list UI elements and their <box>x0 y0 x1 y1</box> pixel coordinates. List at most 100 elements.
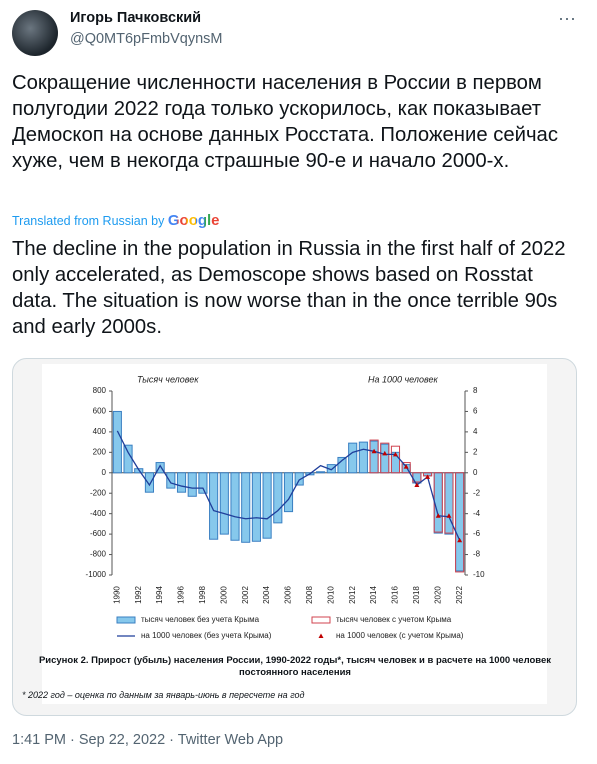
bar <box>144 472 155 493</box>
bar <box>369 439 379 474</box>
x-tick-label: 1996 <box>177 586 186 604</box>
bar <box>401 462 411 474</box>
x-tick-label: 2002 <box>241 586 250 604</box>
bar <box>283 472 294 513</box>
translation-provider: Google <box>167 212 220 229</box>
chart-footnote: * 2022 год – оценка по данным за январь-… <box>22 690 305 700</box>
chart-subtitle-left: Тысяч человек <box>137 374 199 384</box>
bar <box>294 472 304 486</box>
bar <box>455 472 465 572</box>
legend-swatch <box>116 616 136 624</box>
chart[interactable]: Тысяч человек На 1000 человек-1000-800-60… <box>12 358 577 716</box>
bar <box>176 472 187 493</box>
marker <box>392 451 398 457</box>
timestamp[interactable]: 1:41 PM · Sep 22, 2022 · Twitter Web App <box>12 732 284 748</box>
y-tick-label: -400 <box>90 509 107 518</box>
bar <box>251 472 261 542</box>
marker <box>425 474 431 479</box>
x-tick-label: 1990 <box>112 586 121 604</box>
marker <box>403 464 409 469</box>
bar <box>230 472 240 541</box>
bar <box>166 472 176 489</box>
y-tick-label: -600 <box>90 529 107 538</box>
y-tick-label: 600 <box>93 407 107 416</box>
x-tick-label: 1994 <box>155 586 164 604</box>
bar <box>155 462 165 474</box>
y2-tick-label: 4 <box>473 427 478 436</box>
bar <box>444 472 454 534</box>
marker <box>435 513 441 518</box>
x-tick-label: 2012 <box>348 586 357 604</box>
x-tick-label: 1998 <box>198 586 207 604</box>
bar <box>316 471 326 474</box>
x-tick-label: 2008 <box>305 586 314 604</box>
y-tick-label: 0 <box>102 468 107 477</box>
bar <box>241 472 251 543</box>
y2-tick-label: -6 <box>473 529 481 538</box>
bar <box>412 472 422 484</box>
y-tick-label: 800 <box>93 386 107 395</box>
legend-swatch <box>318 633 324 638</box>
bar <box>444 472 454 535</box>
y2-tick-label: -4 <box>473 509 481 518</box>
y2-tick-label: -10 <box>473 570 485 579</box>
translated-text: The decline in the population in Russia … <box>12 238 566 338</box>
legend-label: на 1000 человек (с учетом Крыма) <box>336 631 464 640</box>
chart-caption: Рисунок 2. Прирост (убыль) населения Рос… <box>38 655 552 678</box>
x-tick-label: 2004 <box>262 586 271 604</box>
x-tick-label: 2006 <box>284 586 293 604</box>
bar <box>273 472 283 524</box>
x-tick-label: 2014 <box>369 586 378 604</box>
x-tick-label: 2020 <box>433 586 442 604</box>
bar <box>187 472 197 497</box>
legend-label: тысяч человек без учета Крыма <box>141 615 260 624</box>
bar <box>112 410 122 474</box>
avatar[interactable] <box>12 10 58 56</box>
author-handle[interactable]: @Q0MT6pFmbVqynsM <box>70 31 223 47</box>
bar <box>380 442 390 474</box>
marker <box>382 450 388 456</box>
x-tick-label: 2022 <box>455 586 464 604</box>
bar <box>369 440 379 474</box>
x-tick-label: 2000 <box>219 586 228 604</box>
x-tick-label: 2010 <box>326 586 335 604</box>
translation-label: Translated from Russian by <box>12 214 165 228</box>
y2-tick-label: 8 <box>473 386 478 395</box>
bar <box>337 456 347 474</box>
legend-label: тысяч человек с учетом Крыма <box>336 615 452 624</box>
legend-swatch <box>311 616 331 624</box>
y-tick-label: 400 <box>93 427 107 436</box>
bar <box>455 472 465 573</box>
bar <box>380 443 390 474</box>
line <box>116 430 461 541</box>
y-tick-label: -1000 <box>86 570 107 579</box>
y2-tick-label: 6 <box>473 407 478 416</box>
y2-tick-label: 0 <box>473 468 478 477</box>
y-tick-label: 200 <box>93 447 107 456</box>
marker <box>457 537 463 543</box>
y-tick-label: -200 <box>90 488 107 497</box>
bar <box>123 444 133 474</box>
marker <box>414 482 420 488</box>
y2-tick-label: -2 <box>473 488 481 497</box>
y-tick-label: -800 <box>90 550 107 559</box>
bar <box>219 472 229 535</box>
bar <box>262 472 272 539</box>
more-menu[interactable]: ··· <box>558 8 576 28</box>
legend-label: на 1000 человек (без учета Крыма) <box>141 631 272 640</box>
tweet-text: Сокращение численности населения в Росси… <box>12 72 558 172</box>
x-tick-label: 2016 <box>391 586 400 604</box>
bar <box>198 472 208 494</box>
y2-tick-label: -8 <box>473 550 481 559</box>
translation-note[interactable]: Translated from Russian by Google <box>12 212 220 229</box>
x-tick-label: 2018 <box>412 586 421 604</box>
bar <box>358 441 368 474</box>
bar <box>348 442 358 474</box>
author-name[interactable]: Игорь Пачковский <box>70 10 202 26</box>
chart-subtitle-right: На 1000 человек <box>368 374 438 384</box>
marker <box>446 513 452 518</box>
x-tick-label: 1992 <box>134 586 143 604</box>
bar <box>209 472 219 540</box>
marker <box>371 448 377 454</box>
